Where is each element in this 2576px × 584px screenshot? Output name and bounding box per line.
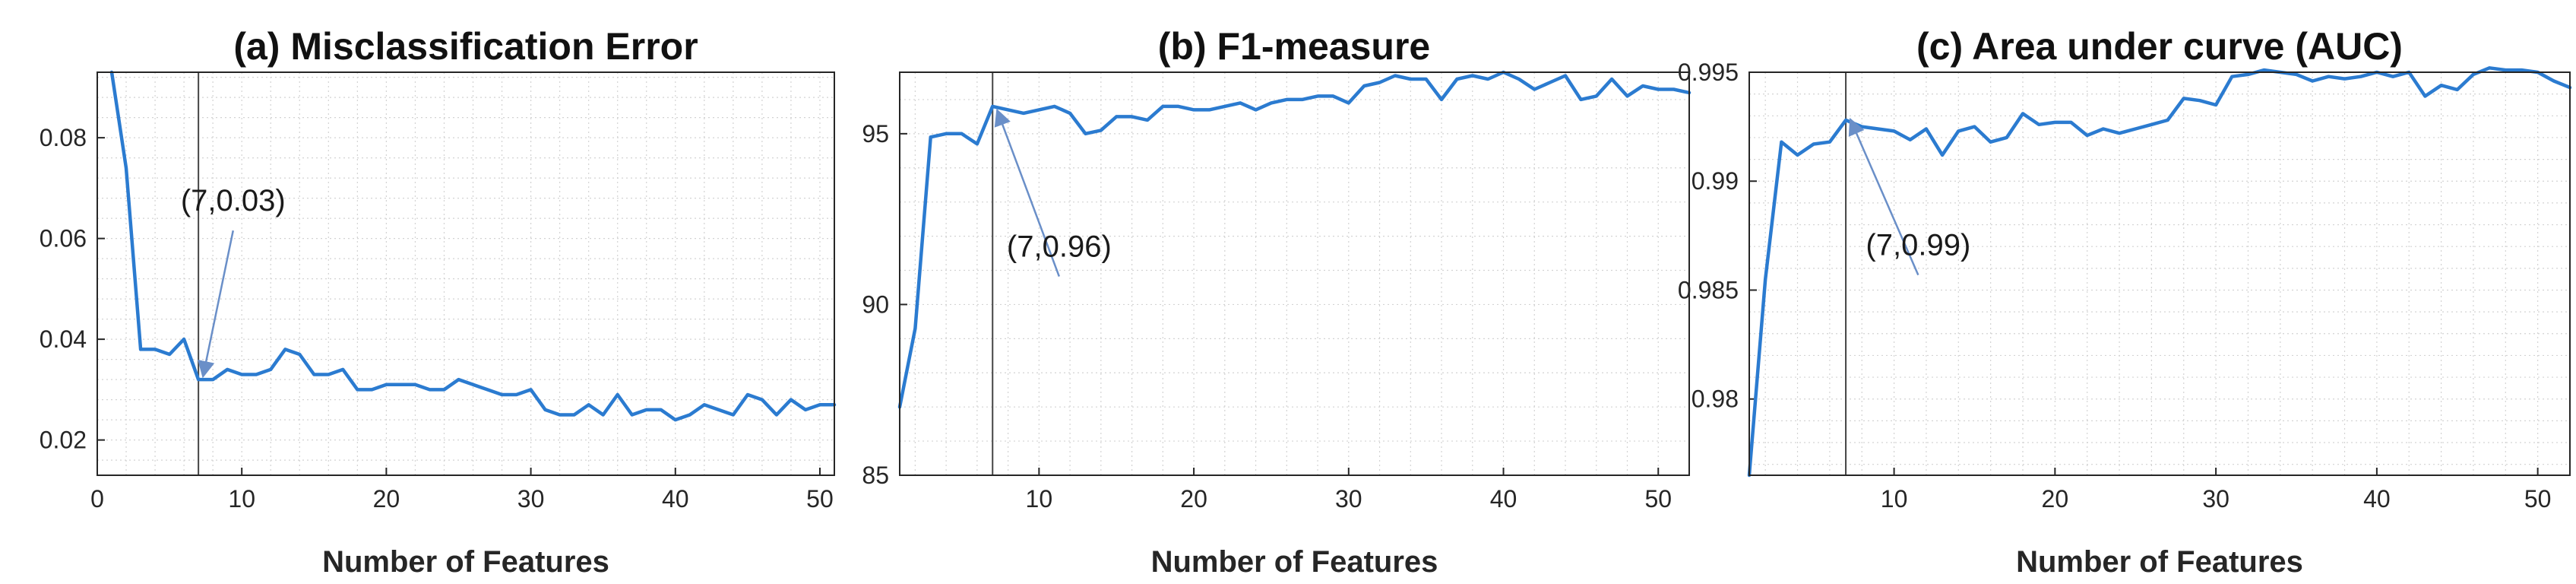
chart-title: (a) Misclassification Error — [233, 25, 698, 68]
y-tick-label: 0.995 — [1678, 59, 1739, 86]
annotation-arrow — [994, 108, 1061, 277]
axes-box — [1748, 71, 2571, 476]
x-tick-label: 20 — [373, 485, 400, 513]
x-tick-label: 10 — [1026, 485, 1053, 513]
x-tick-label: 50 — [2524, 485, 2552, 513]
annotation-arrow — [198, 230, 235, 379]
x-tick-label: 40 — [2363, 485, 2391, 513]
y-tick-label: 0.08 — [40, 124, 87, 151]
x-tick-label: 30 — [2202, 485, 2229, 513]
x-tick-label: 10 — [228, 485, 255, 513]
x-tick-label: 20 — [1180, 485, 1207, 513]
y-tick-label: 0.98 — [1691, 386, 1739, 413]
x-tick-label: 10 — [1881, 485, 1908, 513]
annotation-label: (7,0.99) — [1866, 229, 1970, 262]
axes-box — [899, 71, 1690, 476]
x-tick-label: 30 — [517, 485, 545, 513]
x-tick-label: 20 — [2042, 485, 2069, 513]
axes-box — [97, 71, 835, 476]
y-tick-label: 85 — [862, 462, 889, 489]
series-line — [109, 70, 837, 422]
y-tick-label: 0.04 — [40, 325, 87, 353]
y-tick-label: 0.02 — [40, 427, 87, 454]
f1-measure-chart: 10 20 30 40 50 85 90 95 (7,0.96) (b) F1-measure Nu… — [862, 25, 1691, 579]
chart-title: (b) F1-measure — [1158, 25, 1430, 68]
x-axis-label: Number of Features — [2016, 545, 2303, 579]
misclassification-error-chart: 0 10 20 30 40 50 0.02 0.04 0.06 0.08 (7,0.03) (a) M… — [40, 25, 837, 579]
auc-chart: 10 20 30 40 50 0.98 0.985 0.99 0.995 (7,0.99) (c) … — [1678, 25, 2572, 579]
annotation-label: (7,0.03) — [181, 184, 286, 217]
x-axis-label: Number of Features — [1151, 545, 1438, 579]
x-tick-label: 50 — [806, 485, 834, 513]
x-tick-label: 40 — [1490, 485, 1517, 513]
x-tick-label: 30 — [1335, 485, 1362, 513]
x-axis-label: Number of Features — [322, 545, 609, 579]
x-tick-label: 50 — [1644, 485, 1672, 513]
y-tick-label: 0.985 — [1678, 276, 1739, 303]
x-tick-label: 0 — [90, 485, 104, 513]
series-line — [1747, 66, 2572, 478]
x-tick-label: 40 — [662, 485, 689, 513]
chart-title: (c) Area under curve (AUC) — [1916, 25, 2403, 68]
annotation-arrow — [1848, 117, 1919, 276]
annotation-label: (7,0.96) — [1007, 230, 1112, 264]
plot-area — [1749, 72, 2570, 475]
y-tick-label: 0.06 — [40, 225, 87, 252]
y-tick-label: 95 — [862, 120, 889, 148]
plot-area — [97, 72, 834, 475]
y-tick-label: 90 — [862, 290, 889, 318]
plot-area — [900, 72, 1689, 475]
series-line — [897, 70, 1691, 409]
y-tick-label: 0.99 — [1691, 167, 1739, 195]
